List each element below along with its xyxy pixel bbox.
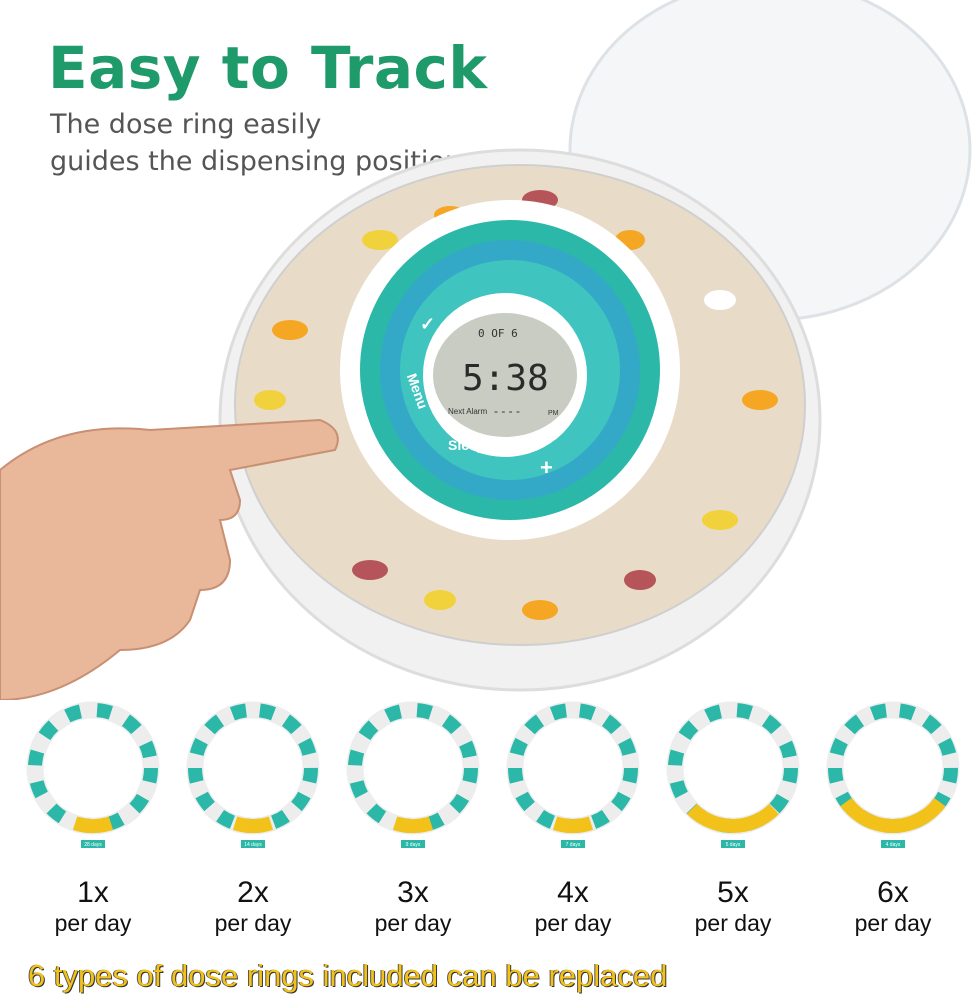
ring-tag-text: 7 days: [566, 842, 581, 848]
ring-segments: [668, 703, 798, 833]
ring-count: 1x: [77, 876, 109, 909]
dose-ring-3: 9 days: [338, 690, 488, 865]
lcd-screen: [433, 313, 577, 437]
subtitle-line-1: The dose ring easily: [50, 109, 322, 140]
footer-caption: 6 types of dose rings included can be re…: [28, 958, 668, 993]
ring-tag: [81, 840, 105, 848]
ring-count: 4x: [557, 876, 589, 909]
ring-label-2: 2x per day: [178, 876, 328, 937]
ring-yellow-marker: [668, 703, 798, 833]
dose-counter: 0 OF 6: [478, 327, 518, 340]
ring-tag-text: 4 days: [886, 842, 901, 848]
ring-tag-text: 9 days: [406, 842, 421, 848]
subtitle-line-2: guides the dispensing position: [50, 146, 462, 177]
ring-tag: [721, 840, 745, 848]
dose-ring-4: 7 days: [498, 690, 648, 865]
ring-per-day: per day: [54, 910, 132, 936]
ring-per-day: per day: [214, 910, 292, 936]
ring-tag: [241, 840, 265, 848]
ring-label-3: 3x per day: [338, 876, 488, 937]
ring-yellow-marker: [828, 703, 958, 833]
ring-yellow-marker: [508, 703, 638, 833]
ring-per-day: per day: [694, 910, 772, 936]
dose-ring-2: 14 days: [178, 690, 328, 865]
pill-dispenser-image: 0 OF 6 5:38 Next Alarm - - - - PM Menu S…: [0, 0, 972, 700]
pm-indicator: PM: [548, 410, 559, 417]
ring-per-day: per day: [854, 910, 932, 936]
check-button[interactable]: ✓: [420, 314, 435, 334]
subtitle: The dose ring easily guides the dispensi…: [50, 106, 462, 180]
ring-tag-text: 28 days: [84, 842, 102, 848]
lcd-time: 5:38: [462, 358, 549, 399]
ring-tag: [401, 840, 425, 848]
ring-segments: [348, 703, 478, 833]
ring-tag: [561, 840, 585, 848]
ring-count: 6x: [877, 876, 909, 909]
ring-count: 5x: [717, 876, 749, 909]
pills: [254, 190, 778, 620]
ring-count: 3x: [397, 876, 429, 909]
ring-tag: [881, 840, 905, 848]
ring-label-4: 4x per day: [498, 876, 648, 937]
next-alarm-label: Next Alarm: [448, 407, 487, 416]
dose-ring-1: 28 days: [18, 690, 168, 865]
sleep-button[interactable]: Sleep: [448, 437, 485, 453]
next-alarm-value: - - - -: [494, 404, 520, 418]
ring-yellow-marker: [188, 703, 318, 833]
ring-count: 2x: [237, 876, 269, 909]
ring-yellow-marker: [348, 703, 478, 833]
dose-ring-5: 5 days: [658, 690, 808, 865]
dose-ring-6: 4 days: [818, 690, 968, 865]
ring-label-1: 1x per day: [18, 876, 168, 937]
ring-per-day: per day: [374, 910, 452, 936]
ring-tag-text: 14 days: [244, 842, 262, 848]
ring-per-day: per day: [534, 910, 612, 936]
ring-tag-text: 5 days: [726, 842, 741, 848]
ring-segments: [28, 703, 158, 833]
plus-button[interactable]: +: [540, 455, 553, 480]
headline: Easy to Track: [48, 34, 488, 102]
ring-label-5: 5x per day: [658, 876, 808, 937]
hand: [0, 418, 339, 700]
ring-label-6: 6x per day: [818, 876, 968, 937]
